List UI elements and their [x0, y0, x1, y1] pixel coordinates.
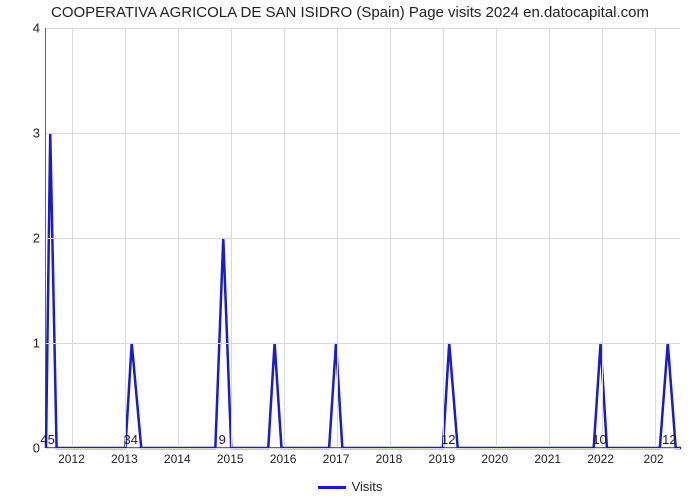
x-tick-label: 2021 [534, 452, 561, 466]
x-tick-label: 2013 [111, 452, 138, 466]
grid-line-v [72, 28, 73, 447]
x-tick-label: 2022 [587, 452, 614, 466]
grid-line-h [46, 133, 680, 134]
x-tick-label: 2017 [323, 452, 350, 466]
x-tick-label: 2018 [376, 452, 403, 466]
grid-line-h [46, 343, 680, 344]
data-label: 12 [662, 432, 676, 447]
x-tick-label: 2016 [270, 452, 297, 466]
data-label: 10 [592, 432, 606, 447]
y-tick-label: 2 [10, 231, 40, 246]
grid-line-h [46, 238, 680, 239]
grid-line-v [390, 28, 391, 447]
grid-line-h [46, 28, 680, 29]
data-label: 45 [40, 432, 54, 447]
grid-line-v [549, 28, 550, 447]
y-tick-label: 0 [10, 441, 40, 456]
grid-line-v [443, 28, 444, 447]
grid-line-v [655, 28, 656, 447]
x-tick-label: 202 [644, 452, 664, 466]
chart-title: COOPERATIVA AGRICOLA DE SAN ISIDRO (Spai… [0, 4, 700, 21]
x-tick-label: 2019 [429, 452, 456, 466]
data-label: 12 [441, 432, 455, 447]
x-tick-label: 2020 [481, 452, 508, 466]
visits-chart: COOPERATIVA AGRICOLA DE SAN ISIDRO (Spai… [0, 0, 700, 500]
grid-line-v [231, 28, 232, 447]
y-tick-label: 1 [10, 336, 40, 351]
grid-line-h [46, 448, 680, 449]
legend-swatch [318, 486, 346, 489]
grid-line-v [496, 28, 497, 447]
data-label: 34 [123, 432, 137, 447]
x-tick-label: 2015 [217, 452, 244, 466]
grid-line-v [337, 28, 338, 447]
y-tick-label: 4 [10, 21, 40, 36]
grid-line-v [602, 28, 603, 447]
x-tick-label: 2012 [58, 452, 85, 466]
data-label: 9 [219, 432, 226, 447]
y-tick-label: 3 [10, 126, 40, 141]
grid-line-v [178, 28, 179, 447]
grid-line-v [125, 28, 126, 447]
legend-label: Visits [352, 479, 383, 494]
visits-path [46, 133, 681, 448]
legend: Visits [0, 479, 700, 494]
plot-area [45, 28, 680, 448]
x-tick-label: 2014 [164, 452, 191, 466]
grid-line-v [284, 28, 285, 447]
